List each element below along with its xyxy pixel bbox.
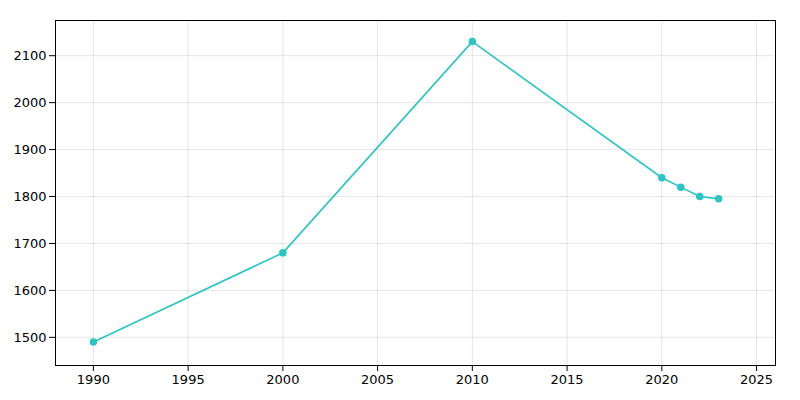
svg-text:1800: 1800 <box>13 189 46 204</box>
svg-text:2100: 2100 <box>13 48 46 63</box>
svg-text:2000: 2000 <box>266 372 299 387</box>
svg-text:2000: 2000 <box>13 95 46 110</box>
svg-text:1500: 1500 <box>13 329 46 344</box>
svg-text:2015: 2015 <box>551 372 584 387</box>
svg-text:2010: 2010 <box>456 372 489 387</box>
svg-text:1700: 1700 <box>13 236 46 251</box>
svg-text:1995: 1995 <box>172 372 205 387</box>
svg-text:1600: 1600 <box>13 283 46 298</box>
svg-text:1990: 1990 <box>77 372 110 387</box>
svg-text:2005: 2005 <box>361 372 394 387</box>
svg-text:1900: 1900 <box>13 142 46 157</box>
svg-text:2020: 2020 <box>645 372 678 387</box>
svg-text:2025: 2025 <box>740 372 773 387</box>
